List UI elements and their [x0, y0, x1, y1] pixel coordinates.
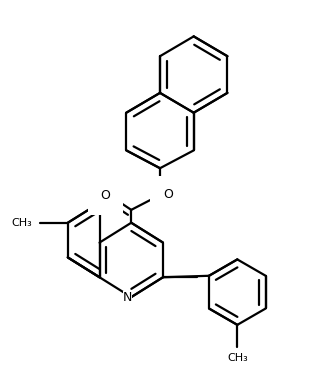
Text: CH₃: CH₃ — [227, 353, 248, 363]
Text: CH₃: CH₃ — [12, 218, 32, 228]
Text: O: O — [100, 189, 110, 203]
Text: O: O — [163, 189, 173, 201]
Text: N: N — [123, 291, 132, 303]
